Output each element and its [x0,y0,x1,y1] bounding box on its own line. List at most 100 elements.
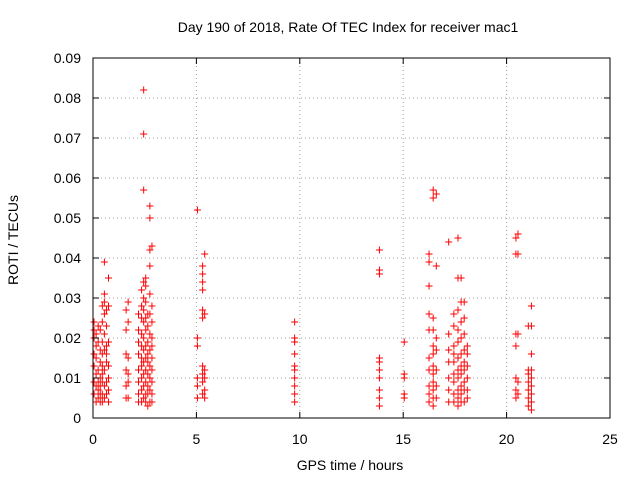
data-point [450,322,458,330]
y-tick-label: 0.03 [54,290,81,306]
data-point [460,314,468,322]
data-point [122,306,130,314]
data-point [450,370,458,378]
chart-title: Day 190 of 2018, Rate Of TEC Index for r… [178,19,519,35]
data-point [514,378,522,386]
data-point [138,286,146,294]
data-point [142,274,150,282]
data-point [142,282,150,290]
data-point [199,390,207,398]
data-point [457,274,465,282]
data-point [457,370,465,378]
data-point [138,374,146,382]
data-point [400,338,408,346]
data-point [138,386,146,394]
data-point [124,354,132,362]
data-point [148,318,156,326]
data-point [429,386,437,394]
data-point [134,338,142,346]
data-point [375,354,383,362]
data-point [98,338,106,346]
data-point [140,130,148,138]
data-point [100,258,108,266]
data-point [124,394,132,402]
data-point [201,366,209,374]
data-point [514,250,522,258]
data-point [98,318,106,326]
data-point [460,378,468,386]
data-point [445,238,453,246]
data-point [193,382,201,390]
data-point [445,386,453,394]
data-point [291,318,299,326]
data-point [146,202,154,210]
data-point [450,398,458,406]
data-point [105,362,113,370]
data-point [140,346,148,354]
y-tick-label: 0.02 [54,330,81,346]
data-point [457,334,465,342]
data-point [144,322,152,330]
data-point [146,246,154,254]
data-point [100,290,108,298]
data-point [450,350,458,358]
data-point [140,86,148,94]
data-point [124,378,132,386]
data-point [144,402,152,410]
data-point [429,362,437,370]
data-point [199,378,207,386]
data-point [199,270,207,278]
data-point [102,322,110,330]
y-tick-label: 0.01 [54,370,81,386]
data-point [425,366,433,374]
data-point [425,250,433,258]
data-point [527,366,535,374]
data-point [102,390,110,398]
data-point [454,338,462,346]
y-tick-label: 0.05 [54,210,81,226]
data-point [291,398,299,406]
data-point [463,394,471,402]
data-point [100,382,108,390]
data-point [134,310,142,318]
data-point [148,342,156,350]
data-point [429,326,437,334]
data-point [90,390,98,398]
data-point [146,330,154,338]
data-point [432,190,440,198]
data-point [122,366,130,374]
data-point [102,358,110,366]
data-point [514,330,522,338]
data-point [90,318,98,326]
data-point [524,378,532,386]
data-point [457,318,465,326]
data-point [124,298,132,306]
data-point [100,366,108,374]
data-point [124,318,132,326]
data-point [201,386,209,394]
data-point [429,402,437,410]
data-point [193,206,201,214]
data-point [460,346,468,354]
data-point [527,406,535,414]
data-point [432,334,440,342]
axis-ticks [92,57,611,419]
x-tick-label: 5 [193,431,201,447]
data-point [148,378,156,386]
y-tick-label: 0.06 [54,170,81,186]
data-point [527,382,535,390]
data-point [102,306,110,314]
data-point [100,394,108,402]
data-point [146,386,154,394]
data-point [148,354,156,362]
data-point [148,398,156,406]
data-point [432,382,440,390]
data-point [460,366,468,374]
data-point [432,346,440,354]
data-point [100,298,108,306]
data-point [454,394,462,402]
data-point [512,386,520,394]
data-point [432,366,440,374]
data-point [199,262,207,270]
